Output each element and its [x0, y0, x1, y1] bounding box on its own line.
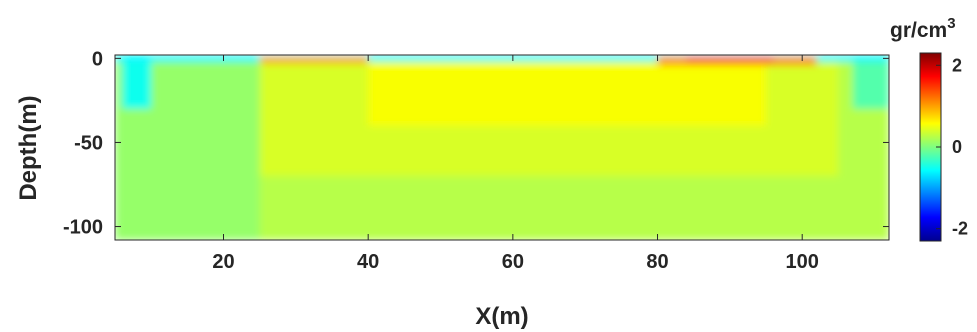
x-tick-label: 80: [646, 251, 668, 273]
colorbar-unit-exponent: 3: [947, 15, 955, 32]
y-axis-label: Depth(m): [15, 95, 42, 200]
colorbar-tick-label: 2: [952, 55, 962, 75]
x-tick-label: 100: [786, 251, 819, 273]
x-tick-label: 40: [357, 251, 379, 273]
colorbar-ticks: 2 0 -2: [936, 55, 968, 239]
heatmap-cell: [368, 55, 767, 126]
heatmap-cell: [852, 61, 889, 109]
colorbar: 2 0 -2 gr/cm3: [890, 15, 968, 242]
heatmap-cell: [259, 56, 369, 64]
plot-frame: [114, 54, 890, 241]
colorbar-unit: gr/cm3: [890, 15, 956, 42]
x-tick-label: 20: [212, 251, 234, 273]
colorbar-unit-base: gr/cm: [890, 19, 947, 42]
heatmap-cell: [686, 56, 774, 62]
y-tick-label: -100: [63, 217, 103, 239]
x-tick-label: 60: [502, 251, 524, 273]
heatmap-cell: [122, 61, 152, 109]
y-axis: 0 -50 -100: [63, 48, 889, 239]
y-tick-label: 0: [92, 48, 103, 70]
x-axis-label: X(m): [475, 303, 528, 330]
colorbar-tick-label: 0: [952, 137, 962, 157]
heatmap-cell: [115, 55, 889, 62]
colorbar-tick-label: -2: [952, 219, 968, 239]
plot-area: [114, 54, 890, 241]
heatmap-field: [115, 55, 889, 240]
y-tick-label: -50: [74, 132, 103, 154]
x-axis: 20 40 60 80 100: [212, 55, 819, 273]
heatmap-zones: [115, 55, 889, 240]
